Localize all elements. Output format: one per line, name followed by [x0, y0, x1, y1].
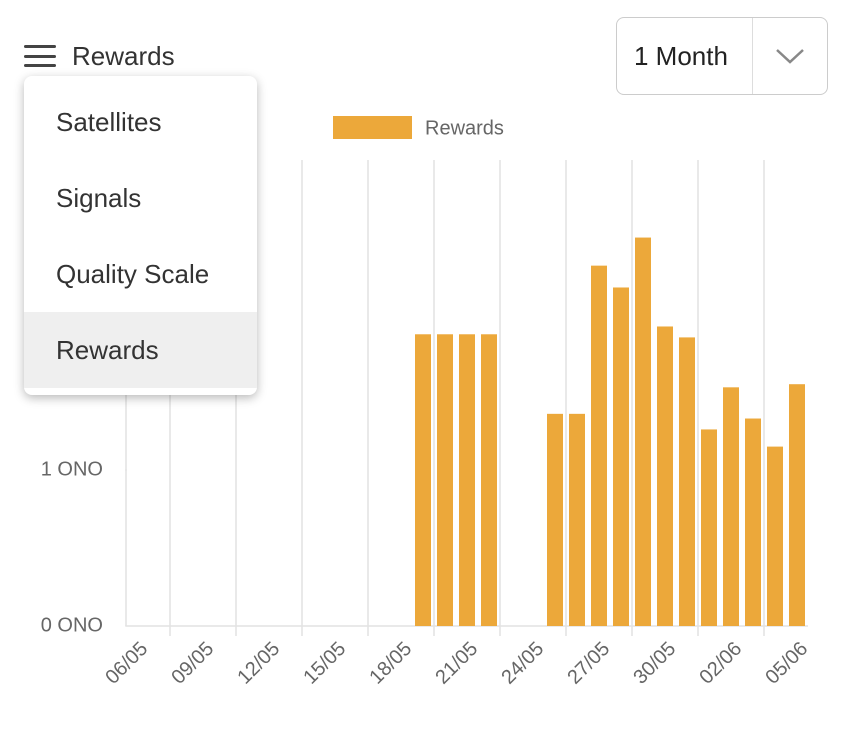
legend-label: Rewards: [425, 117, 504, 139]
divider: [752, 18, 753, 94]
bar: [789, 384, 805, 626]
menu-item[interactable]: Signals: [56, 182, 142, 213]
header-title: Rewards: [72, 40, 175, 71]
x-tick-label: 02/06: [695, 638, 746, 689]
bar: [437, 334, 453, 626]
x-tick-label: 06/05: [101, 638, 152, 689]
bar: [701, 429, 717, 626]
period-select[interactable]: 1 Month: [616, 17, 828, 95]
bar: [767, 446, 783, 626]
menu-icon[interactable]: [24, 45, 56, 67]
bar: [591, 265, 607, 626]
bar: [569, 413, 585, 626]
x-tick-label: 27/05: [563, 638, 614, 689]
bar: [635, 237, 651, 626]
chevron-icon: [776, 49, 804, 64]
x-tick-label: 12/05: [233, 638, 284, 689]
bar: [547, 413, 563, 626]
bar: [679, 337, 695, 626]
y-tick-label: 1 ONO: [41, 458, 103, 480]
x-tick-label: 05/06: [761, 638, 812, 689]
x-tick-label: 30/05: [629, 638, 680, 689]
y-tick-label: 0 ONO: [41, 614, 103, 636]
bar: [459, 334, 475, 626]
menu-item[interactable]: Quality Scale: [56, 258, 210, 289]
legend-swatch: [333, 116, 412, 139]
bar: [657, 326, 673, 626]
chevron[interactable]: [753, 47, 827, 65]
menu-item[interactable]: Rewards: [24, 312, 257, 388]
x-tick-label: 18/05: [365, 638, 416, 689]
period-value: 1 Month: [634, 40, 728, 71]
bar: [613, 287, 629, 626]
bar: [481, 334, 497, 626]
bar: [723, 387, 739, 626]
x-tick-label: 24/05: [497, 638, 548, 689]
menu-item[interactable]: Satellites: [56, 106, 162, 137]
dropdown-menu: Satellites Signals Quality Scale Rewards: [24, 76, 257, 395]
x-tick-label: 15/05: [299, 638, 350, 689]
x-tick-label: 21/05: [431, 638, 482, 689]
bar: [415, 334, 431, 626]
header[interactable]: Rewards: [24, 38, 175, 74]
x-tick-label: 09/05: [167, 638, 218, 689]
bar: [745, 418, 761, 626]
